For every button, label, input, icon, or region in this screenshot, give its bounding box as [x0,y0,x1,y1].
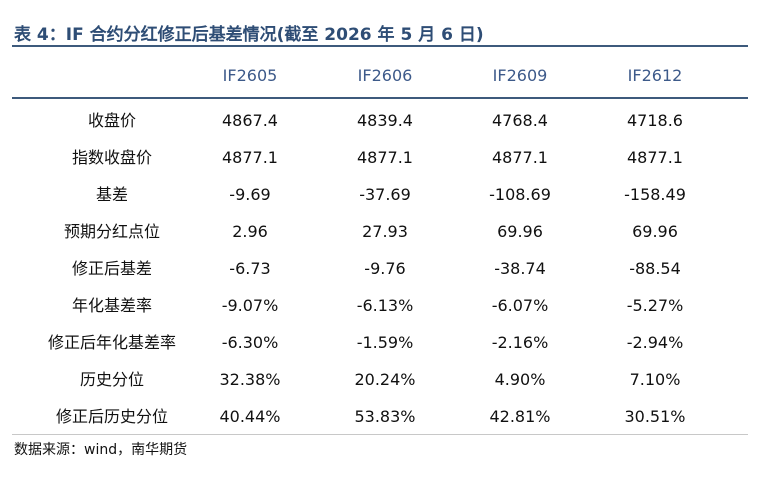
row-label: 基差 [95,185,128,204]
table-cell: 7.10% [629,370,681,389]
table-row: 指数收盘价 4877.1 4877.1 4877.1 4877.1 [12,139,748,176]
table-cell: -9.69 [229,185,271,204]
table-cell: -2.94% [626,333,684,352]
table-cell: 4768.4 [492,111,548,130]
row-label: 年化基差率 [71,296,152,315]
column-header-if2609: IF2609 [492,66,548,85]
table-cell: -5.27% [626,296,684,315]
table-cell: 4877.1 [492,148,548,167]
table-cell: -37.69 [359,185,411,204]
table-cell: 69.96 [632,222,678,241]
header-rule [12,97,748,99]
table-cell: -158.49 [624,185,686,204]
table-cell: 27.93 [362,222,408,241]
row-label: 修正后年化基差率 [47,333,176,352]
table-cell: 20.24% [354,370,416,389]
table-row: 收盘价 4867.4 4839.4 4768.4 4718.6 [12,102,748,139]
table-body: 收盘价 4867.4 4839.4 4768.4 4718.6 指数收盘价 4877.1 48… [12,102,748,435]
table-cell: 40.44% [219,407,281,426]
table-cell: 4.90% [494,370,546,389]
row-label: 收盘价 [87,111,136,130]
row-label: 修正后基差 [71,259,152,278]
table-cell: 42.81% [489,407,551,426]
table-cell: -2.16% [491,333,549,352]
row-label: 历史分位 [79,370,144,389]
table-row: 预期分红点位 2.96 27.93 69.96 69.96 [12,213,748,250]
table-cell: -38.74 [494,259,546,278]
table-cell: 69.96 [497,222,543,241]
table-cell: 4877.1 [627,148,683,167]
table-row: 修正后历史分位 40.44% 53.83% 42.81% 30.51% [12,398,748,435]
table-cell: 4867.4 [222,111,278,130]
source-note: 数据来源：wind，南华期货 [14,442,188,458]
table-header: IF2605 IF2606 IF2609 IF2612 [12,47,748,97]
row-label: 预期分红点位 [63,222,160,241]
table-cell: 53.83% [354,407,416,426]
table-row: 修正后基差 -6.73 -9.76 -38.74 -88.54 [12,250,748,287]
row-label: 修正后历史分位 [55,407,168,426]
table-title: 表 4：IF 合约分红修正后基差情况(截至 2026 年 5 月 6 日) [14,25,484,45]
table-cell: -9.07% [221,296,279,315]
table-cell: 30.51% [624,407,686,426]
column-header-if2605: IF2605 [222,66,278,85]
table-cell: -6.13% [356,296,414,315]
row-label: 指数收盘价 [71,148,152,167]
column-header-if2606: IF2606 [357,66,413,85]
table-cell: -1.59% [356,333,414,352]
table-cell: 2.96 [232,222,268,241]
table-cell: -6.07% [491,296,549,315]
table-cell: -108.69 [489,185,551,204]
table-cell: 32.38% [219,370,281,389]
column-header-if2612: IF2612 [627,66,683,85]
table-cell: -6.30% [221,333,279,352]
table-row: 历史分位 32.38% 20.24% 4.90% 7.10% [12,361,748,398]
table-cell: 4718.6 [627,111,683,130]
top-rule [12,45,748,47]
table-cell: 4839.4 [357,111,413,130]
bottom-rule [12,434,748,435]
table-cell: -6.73 [229,259,271,278]
table-row: 修正后年化基差率 -6.30% -1.59% -2.16% -2.94% [12,324,748,361]
table-row: 年化基差率 -9.07% -6.13% -6.07% -5.27% [12,287,748,324]
table-cell: 4877.1 [357,148,413,167]
table-cell: 4877.1 [222,148,278,167]
table-row: 基差 -9.69 -37.69 -108.69 -158.49 [12,176,748,213]
table-cell: -9.76 [364,259,406,278]
table-cell: -88.54 [629,259,681,278]
